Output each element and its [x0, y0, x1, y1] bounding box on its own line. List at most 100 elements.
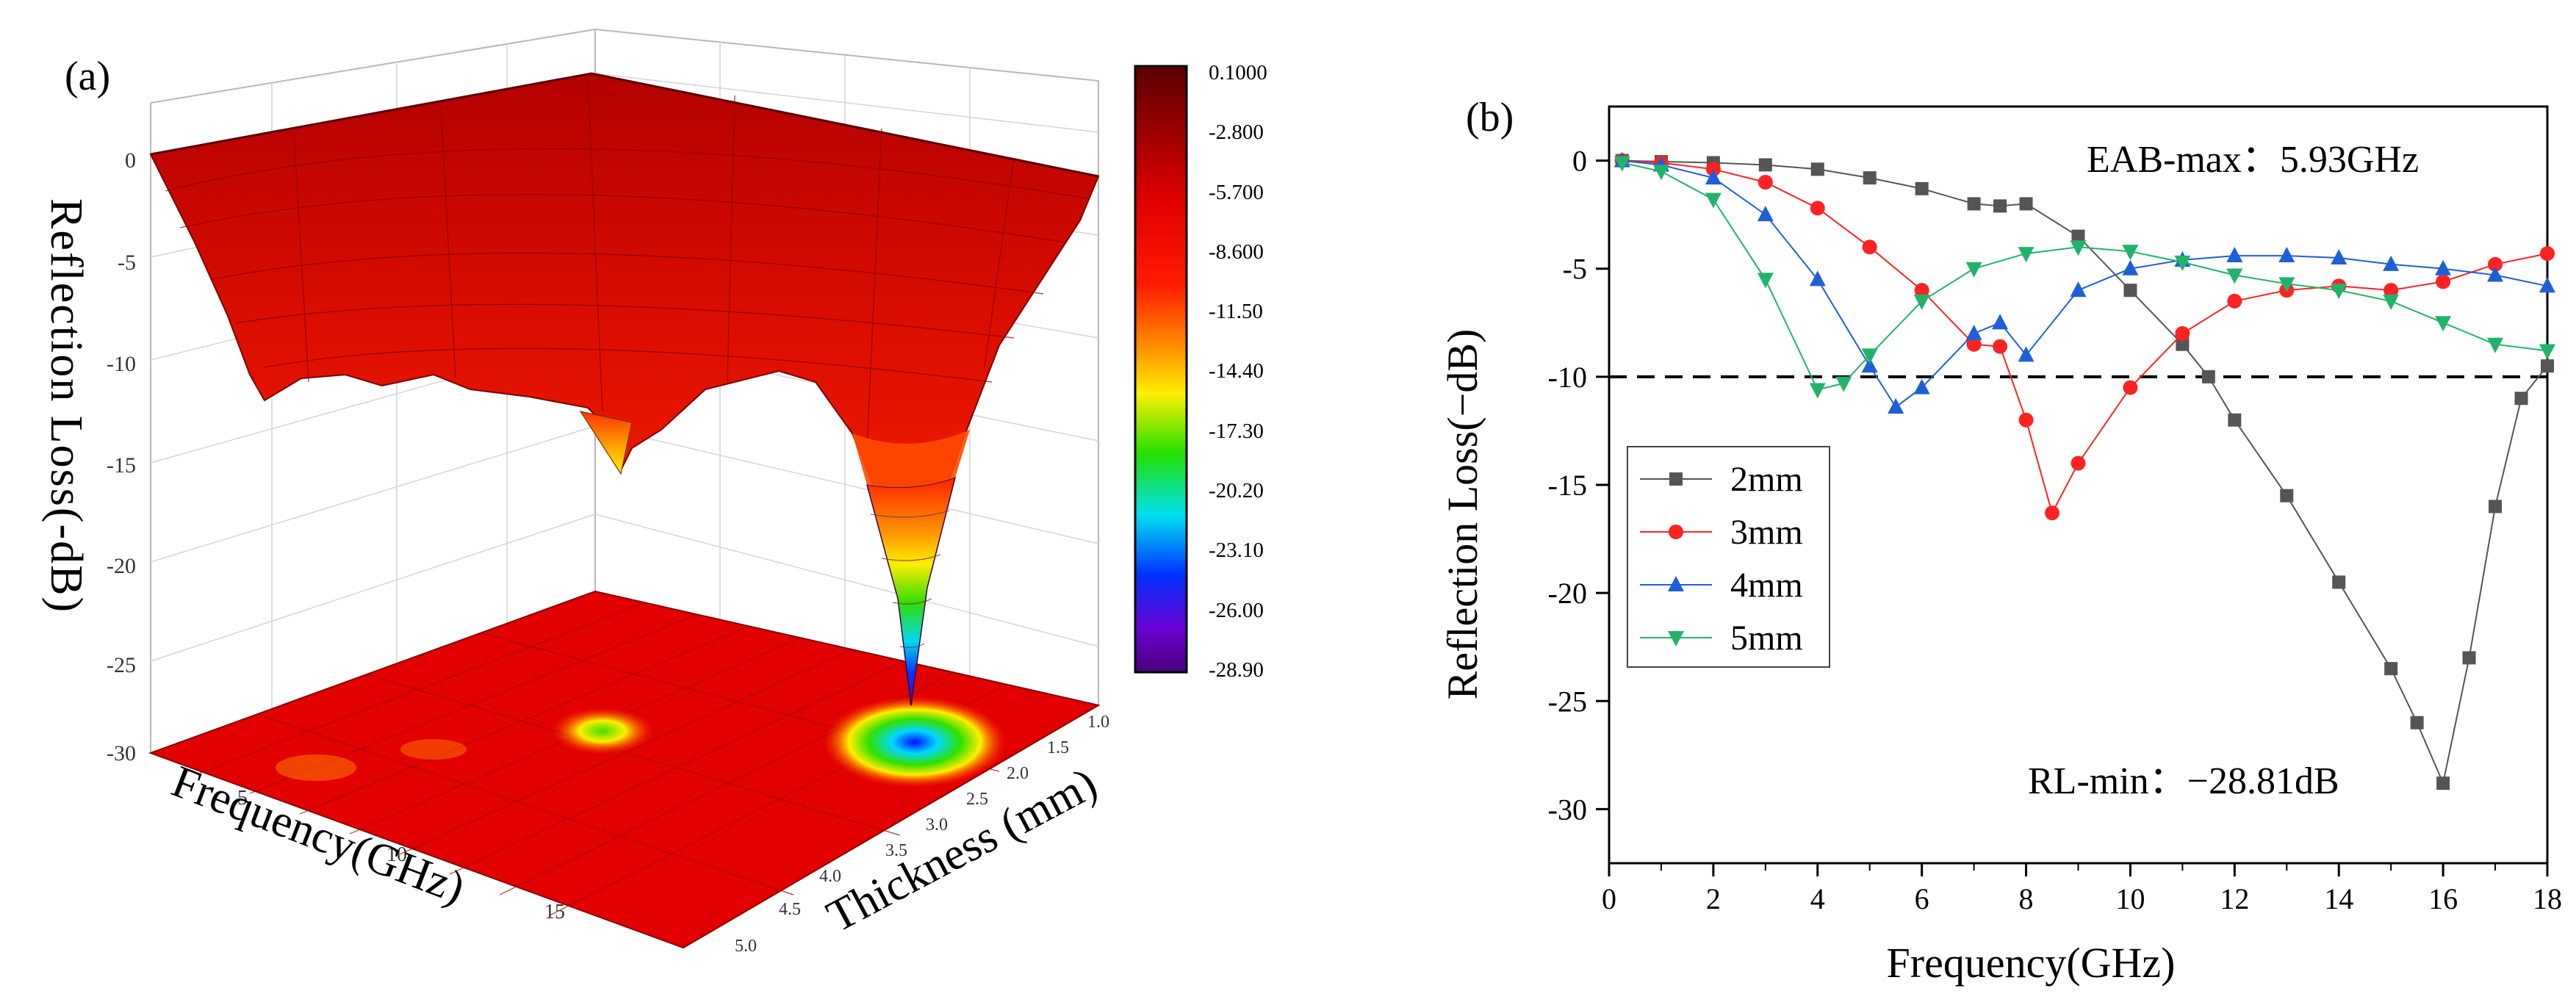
data-point: [2541, 359, 2554, 373]
x-tick-label: 16: [2428, 882, 2458, 915]
colorbar-level: -26.00: [1209, 599, 1264, 622]
z-tick: 0: [125, 148, 136, 173]
data-point: [1613, 156, 1630, 172]
rlmin-annotation: RL-min：−28.81dB: [2028, 760, 2339, 802]
thickness-tick: 2.0: [1007, 764, 1029, 783]
data-point: [2018, 346, 2034, 362]
y-tick-label: -5: [1563, 253, 1587, 286]
data-point: [2514, 392, 2528, 406]
data-point: [2383, 255, 2400, 271]
data-point: [1967, 197, 1981, 211]
colorbar-level: -28.90: [1209, 658, 1264, 682]
z-tick: -25: [107, 653, 136, 677]
data-point: [1993, 199, 2007, 213]
data-point: [2278, 277, 2295, 293]
floor-contour: [148, 590, 1101, 949]
data-point: [2487, 337, 2504, 353]
data-point: [1888, 398, 1904, 414]
colorbar-level: -20.20: [1209, 479, 1264, 502]
data-point: [2331, 249, 2347, 264]
data-point: [1965, 262, 1982, 278]
data-point: [2228, 413, 2242, 427]
colorbar-level: -23.10: [1209, 538, 1264, 562]
data-point: [2018, 412, 2034, 428]
thickness-tick: 1.0: [1087, 713, 1109, 732]
legend-label: 3mm: [1730, 513, 1803, 552]
x-axis-label: Frequency(GHz): [1887, 939, 2176, 987]
z-tick: -5: [118, 251, 136, 275]
data-point: [2435, 316, 2452, 332]
series-5mm: [1613, 156, 2555, 399]
data-point: [1915, 181, 1929, 195]
data-point: [1835, 376, 1852, 392]
data-point: [2487, 266, 2504, 282]
data-point: [1705, 169, 1721, 185]
colorbar-level: -14.40: [1209, 359, 1264, 383]
data-point: [2383, 283, 2399, 298]
colorbar-level: 0.1000: [1209, 61, 1267, 84]
data-point: [2489, 500, 2503, 514]
data-point: [2332, 575, 2346, 589]
data-point: [1809, 383, 1826, 399]
legend-marker: [1668, 576, 1684, 591]
data-point: [2174, 255, 2191, 271]
legend-label: 4mm: [1730, 566, 1803, 605]
colorbar-level: -11.50: [1209, 300, 1263, 323]
data-point: [2226, 247, 2243, 263]
x-tick-label: 2: [1706, 882, 1721, 915]
data-point: [2384, 662, 2398, 676]
y-tick-label: -30: [1548, 793, 1587, 826]
data-point: [1966, 336, 1982, 352]
colorbar-level: -17.30: [1209, 419, 1264, 443]
data-point: [1705, 192, 1721, 209]
x-tick-label: 8: [2019, 882, 2034, 915]
data-point: [1863, 171, 1877, 185]
data-point: [2539, 344, 2555, 360]
freq-tick: 10: [386, 843, 407, 866]
thickness-tick: 5.0: [735, 937, 757, 956]
eab-annotation: EAB-max：5.93GHz: [2087, 139, 2419, 181]
data-point: [2488, 256, 2503, 272]
colorbar-swatch: [1134, 65, 1188, 674]
data-point: [2462, 651, 2476, 665]
data-point: [1652, 165, 1669, 181]
y-tick-label: 0: [1572, 145, 1587, 178]
x-tick-label: 10: [2115, 882, 2145, 915]
data-point: [2175, 326, 2190, 341]
panel-b-label: (b): [1466, 95, 1514, 140]
x-tick-label: 6: [1915, 882, 1929, 915]
data-point: [2331, 284, 2347, 300]
x-tick-label: 0: [1602, 882, 1616, 915]
z-tick: -15: [107, 453, 136, 478]
data-point: [2436, 274, 2451, 289]
legend-marker: [1669, 472, 1683, 486]
data-point: [2070, 455, 2086, 471]
data-point: [2539, 277, 2555, 293]
thickness-tick: 2.5: [966, 790, 988, 809]
thickness-tick: 3.0: [926, 815, 948, 835]
data-point: [1992, 314, 2009, 330]
data-point: [1862, 239, 1877, 255]
data-point: [2019, 197, 2033, 211]
panel-b: (b) 0 2 4 6 8 10 12 14 16 18 0 -5 -10 -15 -20 -25 -30 E…: [1439, 95, 2562, 987]
data-point: [2123, 284, 2137, 298]
thickness-tick: 1.5: [1047, 738, 1069, 757]
data-point: [1913, 378, 1930, 395]
legend-label: 2mm: [1730, 460, 1803, 499]
data-point: [2123, 380, 2138, 395]
series-line: [1622, 162, 2548, 391]
data-point: [2176, 337, 2190, 351]
data-point: [2045, 505, 2060, 521]
z-axis: 0 -5 -10 -15 -20 -25 -30: [107, 148, 136, 766]
y-tick-label: -10: [1548, 361, 1587, 394]
freq-axis: 5 10 15: [237, 787, 565, 923]
data-point: [1965, 325, 1982, 340]
data-point: [1810, 201, 1825, 216]
data-point: [2071, 229, 2085, 243]
series-line: [1622, 159, 2548, 408]
data-point: [2122, 259, 2139, 275]
colorbar-level: -8.600: [1209, 240, 1264, 264]
data-point: [2383, 294, 2400, 310]
thickness-tick: 4.0: [819, 867, 841, 886]
colorbar-level: -2.800: [1209, 120, 1264, 144]
